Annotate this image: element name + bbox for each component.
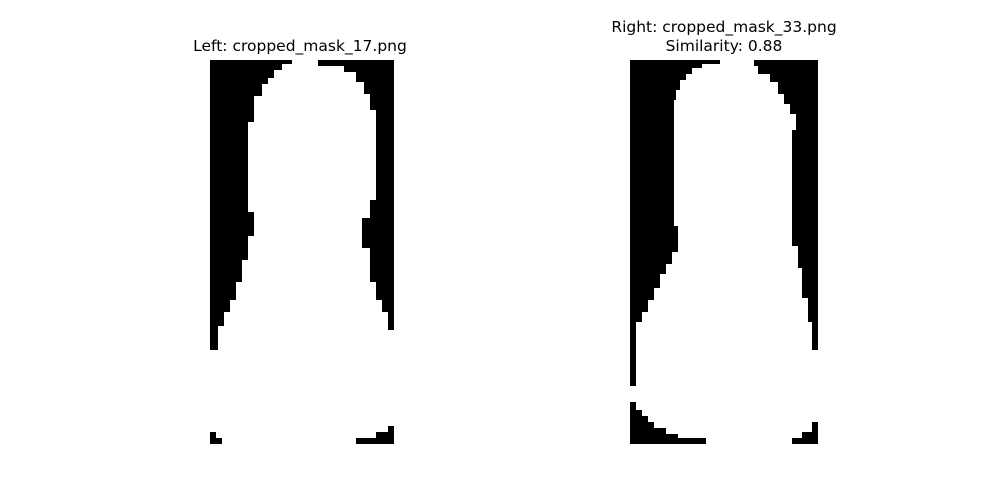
right-mask-image [630, 60, 818, 444]
right-panel-title: Right: cropped_mask_33.png Similarity: 0… [574, 18, 874, 56]
left-mask-image [210, 60, 394, 444]
right-mask-dark-region [630, 60, 818, 444]
right-filename-label: Right: cropped_mask_33.png [611, 18, 837, 36]
left-panel-title: Left: cropped_mask_17.png [150, 37, 450, 56]
left-mask-dark-region [210, 60, 394, 444]
similarity-score-label: Similarity: 0.88 [665, 37, 783, 55]
left-filename-label: Left: cropped_mask_17.png [193, 37, 407, 55]
